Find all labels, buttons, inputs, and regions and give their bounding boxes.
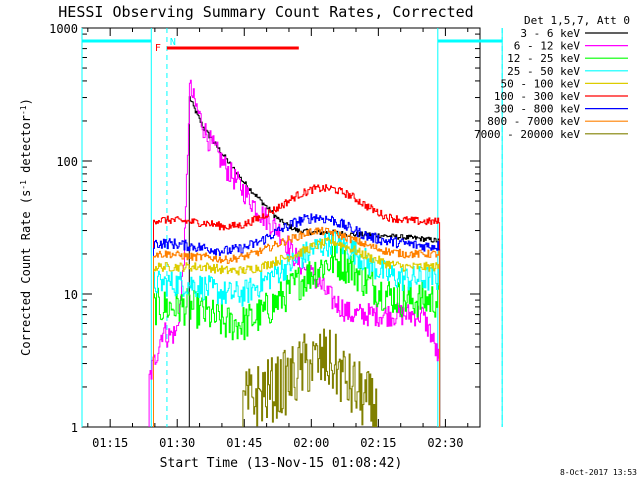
legend-entry-label: 7000 - 20000 keV: [474, 128, 580, 141]
legend-entry-label: 300 - 800 keV: [494, 103, 580, 116]
legend-entry-label: 12 - 25 keV: [507, 52, 580, 65]
y-axis-label-part1: Corrected Count Rate (s: [19, 190, 33, 356]
chart-title: HESSI Observing Summary Count Rates, Cor…: [58, 3, 473, 21]
x-tick-label: 02:15: [360, 436, 396, 450]
x-tick-label: 02:30: [427, 436, 463, 450]
legend-entry-label: 800 - 7000 keV: [487, 115, 580, 128]
legend-entry-label: 3 - 6 keV: [520, 27, 580, 40]
series-line: [242, 328, 378, 427]
x-tick-label: 01:45: [226, 436, 262, 450]
y-axis-label-sup1: -1: [19, 180, 28, 190]
series-line: [148, 79, 441, 427]
y-tick-label: 10: [64, 288, 78, 302]
y-axis-label-part3: ): [19, 98, 33, 105]
series-line: [153, 230, 441, 427]
series-line: [153, 213, 441, 427]
series-line: [153, 244, 441, 427]
legend-entry-label: 100 - 300 keV: [494, 90, 580, 103]
x-axis-label: Start Time (13-Nov-15 01:08:42): [160, 456, 403, 471]
legend-entry-label: 6 - 12 keV: [514, 40, 581, 53]
footer-timestamp: 8-Oct-2017 13:53: [560, 468, 637, 477]
plot-area: 01:15 01:30 01:45 02:00 02:15 02:30 1 10 100 1000…: [49, 22, 503, 450]
series-line: [153, 226, 441, 427]
x-tick-label: 02:00: [293, 436, 329, 450]
y-tick-label: 100: [56, 155, 78, 169]
x-tick-label: 01:30: [159, 436, 195, 450]
legend-entry-label: 50 - 100 keV: [501, 77, 581, 90]
saa-flag-label: N: [170, 37, 176, 48]
series-line: [153, 184, 441, 427]
legend-header: Det 1,5,7, Att 0: [524, 14, 630, 27]
legend-entry-label: 25 - 50 keV: [507, 65, 580, 78]
x-tick-label: 01:15: [92, 436, 128, 450]
y-tick-label: 1000: [49, 22, 78, 36]
y-axis-label-sup2: -1: [19, 105, 28, 115]
series-line: [153, 236, 441, 427]
y-axis-label: Corrected Count Rate (s-1 detector-1): [19, 98, 34, 356]
y-tick-label: 1: [71, 421, 78, 435]
flare-flag-label: F: [155, 43, 161, 54]
y-axis-label-part2: detector: [19, 115, 33, 180]
